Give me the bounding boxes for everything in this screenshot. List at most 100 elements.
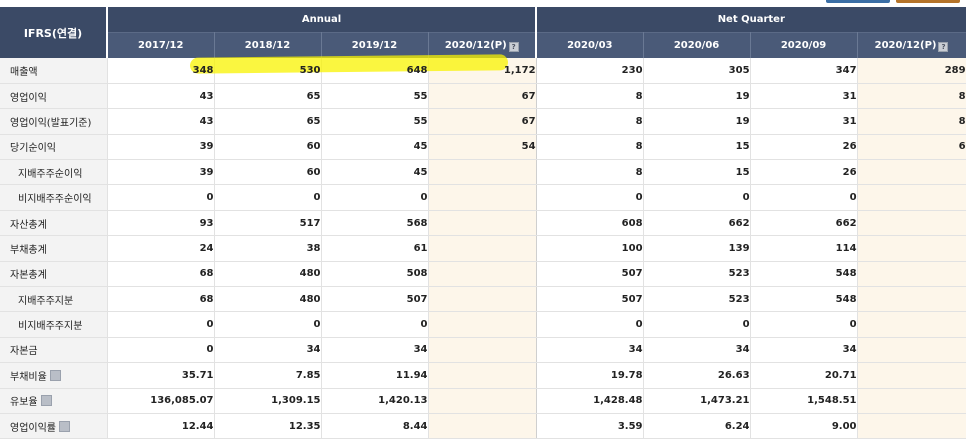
cell-value: 55 <box>413 115 428 127</box>
row-label: 자본총계 <box>10 270 47 282</box>
row-label: 당기순이익 <box>10 143 56 155</box>
period-label: 2018/12 <box>244 40 291 51</box>
cell-value: 0 <box>313 192 321 204</box>
period-label: 2017/12 <box>138 40 184 51</box>
row-label-cell: 영업이익 <box>0 83 108 110</box>
table-row: 자본총계 68 480 508 507 523 548 <box>0 261 966 288</box>
period-header-2020-12-p-: 2020/12(P)? <box>857 32 966 58</box>
value-cell: 8 <box>536 108 644 135</box>
value-cell <box>428 413 537 440</box>
cell-value: 0 <box>742 192 750 204</box>
cell-value: 0 <box>206 319 214 331</box>
cell-value: 60 <box>306 141 321 153</box>
row-label-cell[interactable]: 부채비율 <box>0 362 108 389</box>
cell-value: 0 <box>206 192 214 204</box>
value-cell: 7.85 <box>214 362 322 389</box>
view-tab-left[interactable] <box>826 0 890 3</box>
cell-value: 508 <box>406 268 428 280</box>
value-cell: 6.24 <box>643 413 751 440</box>
cell-value: 530 <box>299 64 321 76</box>
cell-value: 114 <box>835 242 857 254</box>
cell-value: 65 <box>306 115 321 127</box>
cell-value: 12.44 <box>181 420 214 432</box>
cell-value: 6 <box>958 141 966 153</box>
value-cell: 517 <box>214 210 322 237</box>
period-label: 2020/12(P) <box>874 39 937 51</box>
view-tab-right[interactable] <box>896 0 960 3</box>
cell-value: 93 <box>199 217 214 229</box>
group-header-net-quarter[interactable]: Net Quarter <box>536 7 966 33</box>
cell-value: 12.35 <box>288 420 321 432</box>
table-row: 부채총계 24 38 61 100 139 114 <box>0 235 966 262</box>
period-label: 2020/03 <box>567 40 613 51</box>
cell-value: 548 <box>835 293 857 305</box>
value-cell <box>428 337 537 364</box>
info-icon[interactable]: ? <box>508 41 519 52</box>
row-label-cell: 자본금 <box>0 337 108 364</box>
value-cell: 662 <box>643 210 751 237</box>
help-icon[interactable] <box>40 395 52 407</box>
value-cell: 43 <box>107 83 215 110</box>
cell-value: 507 <box>621 293 643 305</box>
value-cell: 0 <box>536 311 644 338</box>
value-cell: 507 <box>536 286 644 313</box>
cell-value: 24 <box>199 242 214 254</box>
cell-value: 0 <box>849 319 857 331</box>
cell-value: 0 <box>420 319 428 331</box>
value-cell <box>428 184 537 211</box>
value-cell <box>857 235 966 262</box>
cell-value: 305 <box>728 64 750 76</box>
help-icon[interactable] <box>49 369 61 381</box>
cell-value: 31 <box>842 90 857 102</box>
period-header-2020-12-p-: 2020/12(P)? <box>428 32 538 58</box>
value-cell: 508 <box>321 261 429 288</box>
cell-value: 45 <box>413 166 428 178</box>
value-cell: 12.35 <box>214 413 322 440</box>
row-label: 비지배주주순이익 <box>18 194 92 206</box>
value-cell: 8 <box>536 134 644 161</box>
group-header-annual[interactable]: Annual <box>107 7 538 33</box>
value-cell: 8 <box>536 83 644 110</box>
cell-value: 38 <box>306 242 321 254</box>
cell-value: 19 <box>735 115 750 127</box>
value-cell: 19.78 <box>536 362 644 389</box>
row-label-cell[interactable]: 영업이익률 <box>0 413 108 440</box>
value-cell: 0 <box>107 184 215 211</box>
cell-value: 662 <box>728 217 750 229</box>
cell-value: 61 <box>413 242 428 254</box>
cell-value: 8 <box>635 115 643 127</box>
cell-value: 26 <box>842 141 857 153</box>
cell-value: 8 <box>635 166 643 178</box>
value-cell: 65 <box>214 83 322 110</box>
row-label-cell: 지배주주순이익 <box>0 159 108 186</box>
info-icon[interactable]: ? <box>938 41 949 52</box>
value-cell: 507 <box>536 261 644 288</box>
value-cell <box>428 286 537 313</box>
cell-value: 523 <box>728 293 750 305</box>
cell-value: 7.85 <box>295 369 321 381</box>
cell-value: 8 <box>958 90 966 102</box>
table-row: 비지배주주지분 0 0 0 0 0 0 <box>0 311 966 338</box>
value-cell: 507 <box>321 286 429 313</box>
cell-value: 348 <box>192 64 214 76</box>
value-cell: 68 <box>107 261 215 288</box>
value-cell: 0 <box>321 184 429 211</box>
cell-value: 11.94 <box>395 369 428 381</box>
value-cell: 55 <box>321 108 429 135</box>
value-cell: 480 <box>214 261 322 288</box>
value-cell: 0 <box>750 311 858 338</box>
help-icon[interactable] <box>59 420 70 432</box>
row-label-cell[interactable]: 유보율 <box>0 388 108 414</box>
period-header-2020-06: 2020/06 <box>643 32 751 58</box>
period-header-2020-09: 2020/09 <box>750 32 858 58</box>
cell-value: 34 <box>413 344 428 356</box>
highlighter-mark <box>189 54 509 74</box>
value-cell: 3.59 <box>536 413 644 440</box>
cell-value: 568 <box>406 217 428 229</box>
cell-value: 8.44 <box>402 420 428 432</box>
value-cell: 523 <box>643 286 751 313</box>
cell-value: 0 <box>742 319 750 331</box>
table-row: 자산총계 93 517 568 608 662 662 <box>0 210 966 237</box>
cell-value: 54 <box>521 141 536 153</box>
cell-value: 3.59 <box>617 420 643 432</box>
